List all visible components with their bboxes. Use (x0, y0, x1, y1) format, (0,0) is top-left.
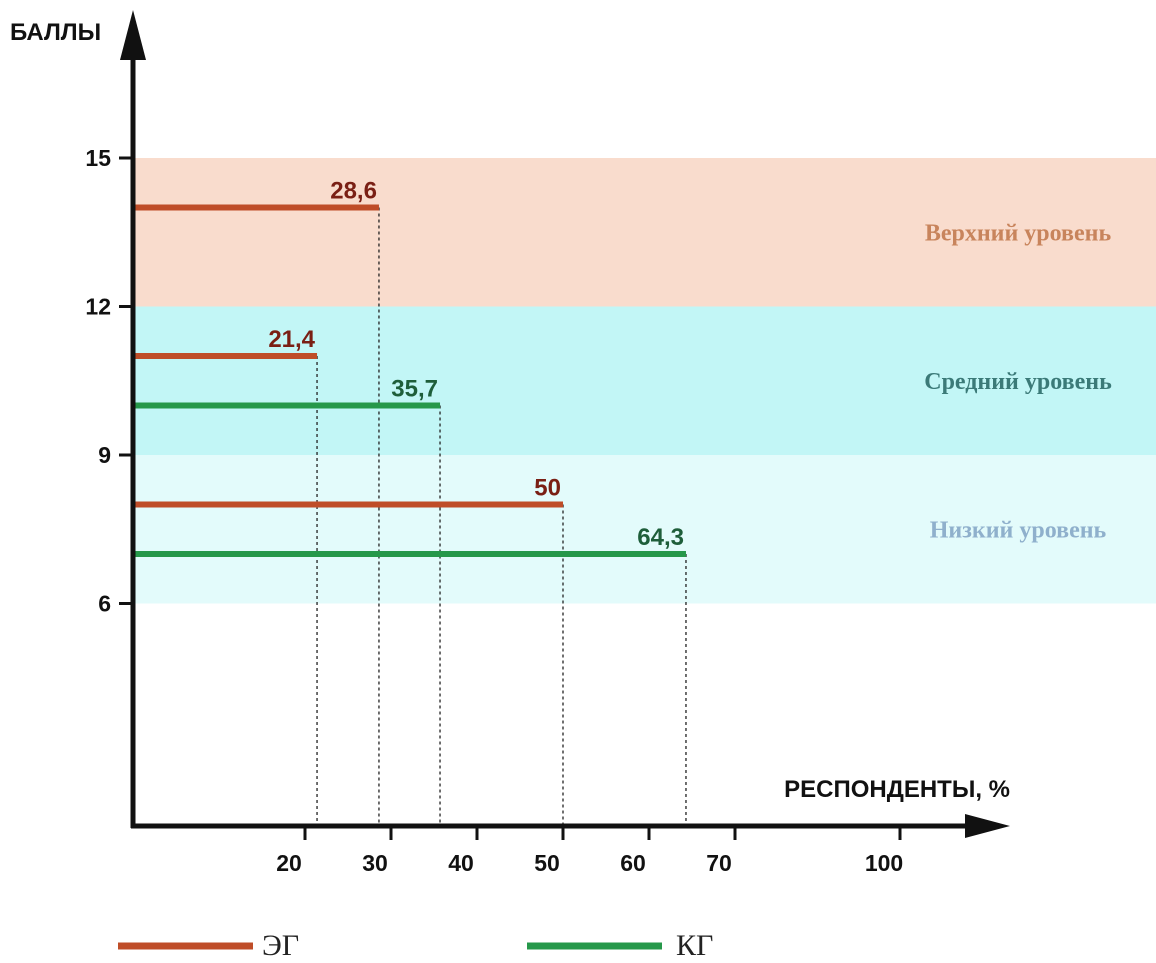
x-axis-arrow (965, 814, 1010, 838)
bars (133, 204, 686, 557)
value-labels: 28,6 21,4 35,7 50 64,3 (268, 178, 684, 552)
level-bands: Верхний уровень Средний уровень Низкий уро… (133, 158, 1156, 604)
y-axis-title: БАЛЛЫ (10, 19, 101, 46)
dashed-guides (316, 207, 687, 826)
bar-value-label-5: 64,3 (637, 524, 684, 551)
x-tick-label-40: 40 (448, 850, 474, 876)
x-tick-label-60: 60 (620, 850, 646, 876)
bar-value-label-1: 28,6 (330, 178, 377, 205)
x-tick-label-100: 100 (865, 850, 903, 876)
legend-label-1: ЭГ (262, 929, 299, 962)
band-3 (133, 455, 1156, 604)
x-tick-label-20: 20 (276, 850, 302, 876)
legend: ЭГ КГ (118, 929, 713, 962)
x-tick-label-70: 70 (706, 850, 732, 876)
ticks: 6 9 12 15 20 30 40 50 60 70 100 (85, 145, 903, 876)
y-tick-label-12: 12 (85, 294, 111, 320)
y-tick-label-15: 15 (85, 145, 111, 171)
band-label-3: Низкий уровень (930, 517, 1107, 543)
bar-value-label-4: 50 (534, 475, 561, 502)
band-label-2: Средний уровень (924, 369, 1112, 395)
y-tick-label-9: 9 (98, 442, 111, 468)
legend-label-2: КГ (676, 929, 713, 962)
band-2 (133, 306, 1156, 455)
y-tick-label-6: 6 (98, 591, 111, 617)
x-axis-title: РЕСПОНДЕНТЫ, % (784, 776, 1010, 803)
x-tick-label-50: 50 (534, 850, 560, 876)
bar-value-label-2: 21,4 (268, 326, 315, 353)
band-label-1: Верхний уровень (925, 220, 1112, 246)
x-tick-label-30: 30 (362, 850, 388, 876)
bar-value-label-3: 35,7 (391, 376, 438, 403)
band-1 (133, 158, 1156, 307)
axes (120, 10, 1010, 838)
y-axis-arrow (120, 10, 146, 60)
